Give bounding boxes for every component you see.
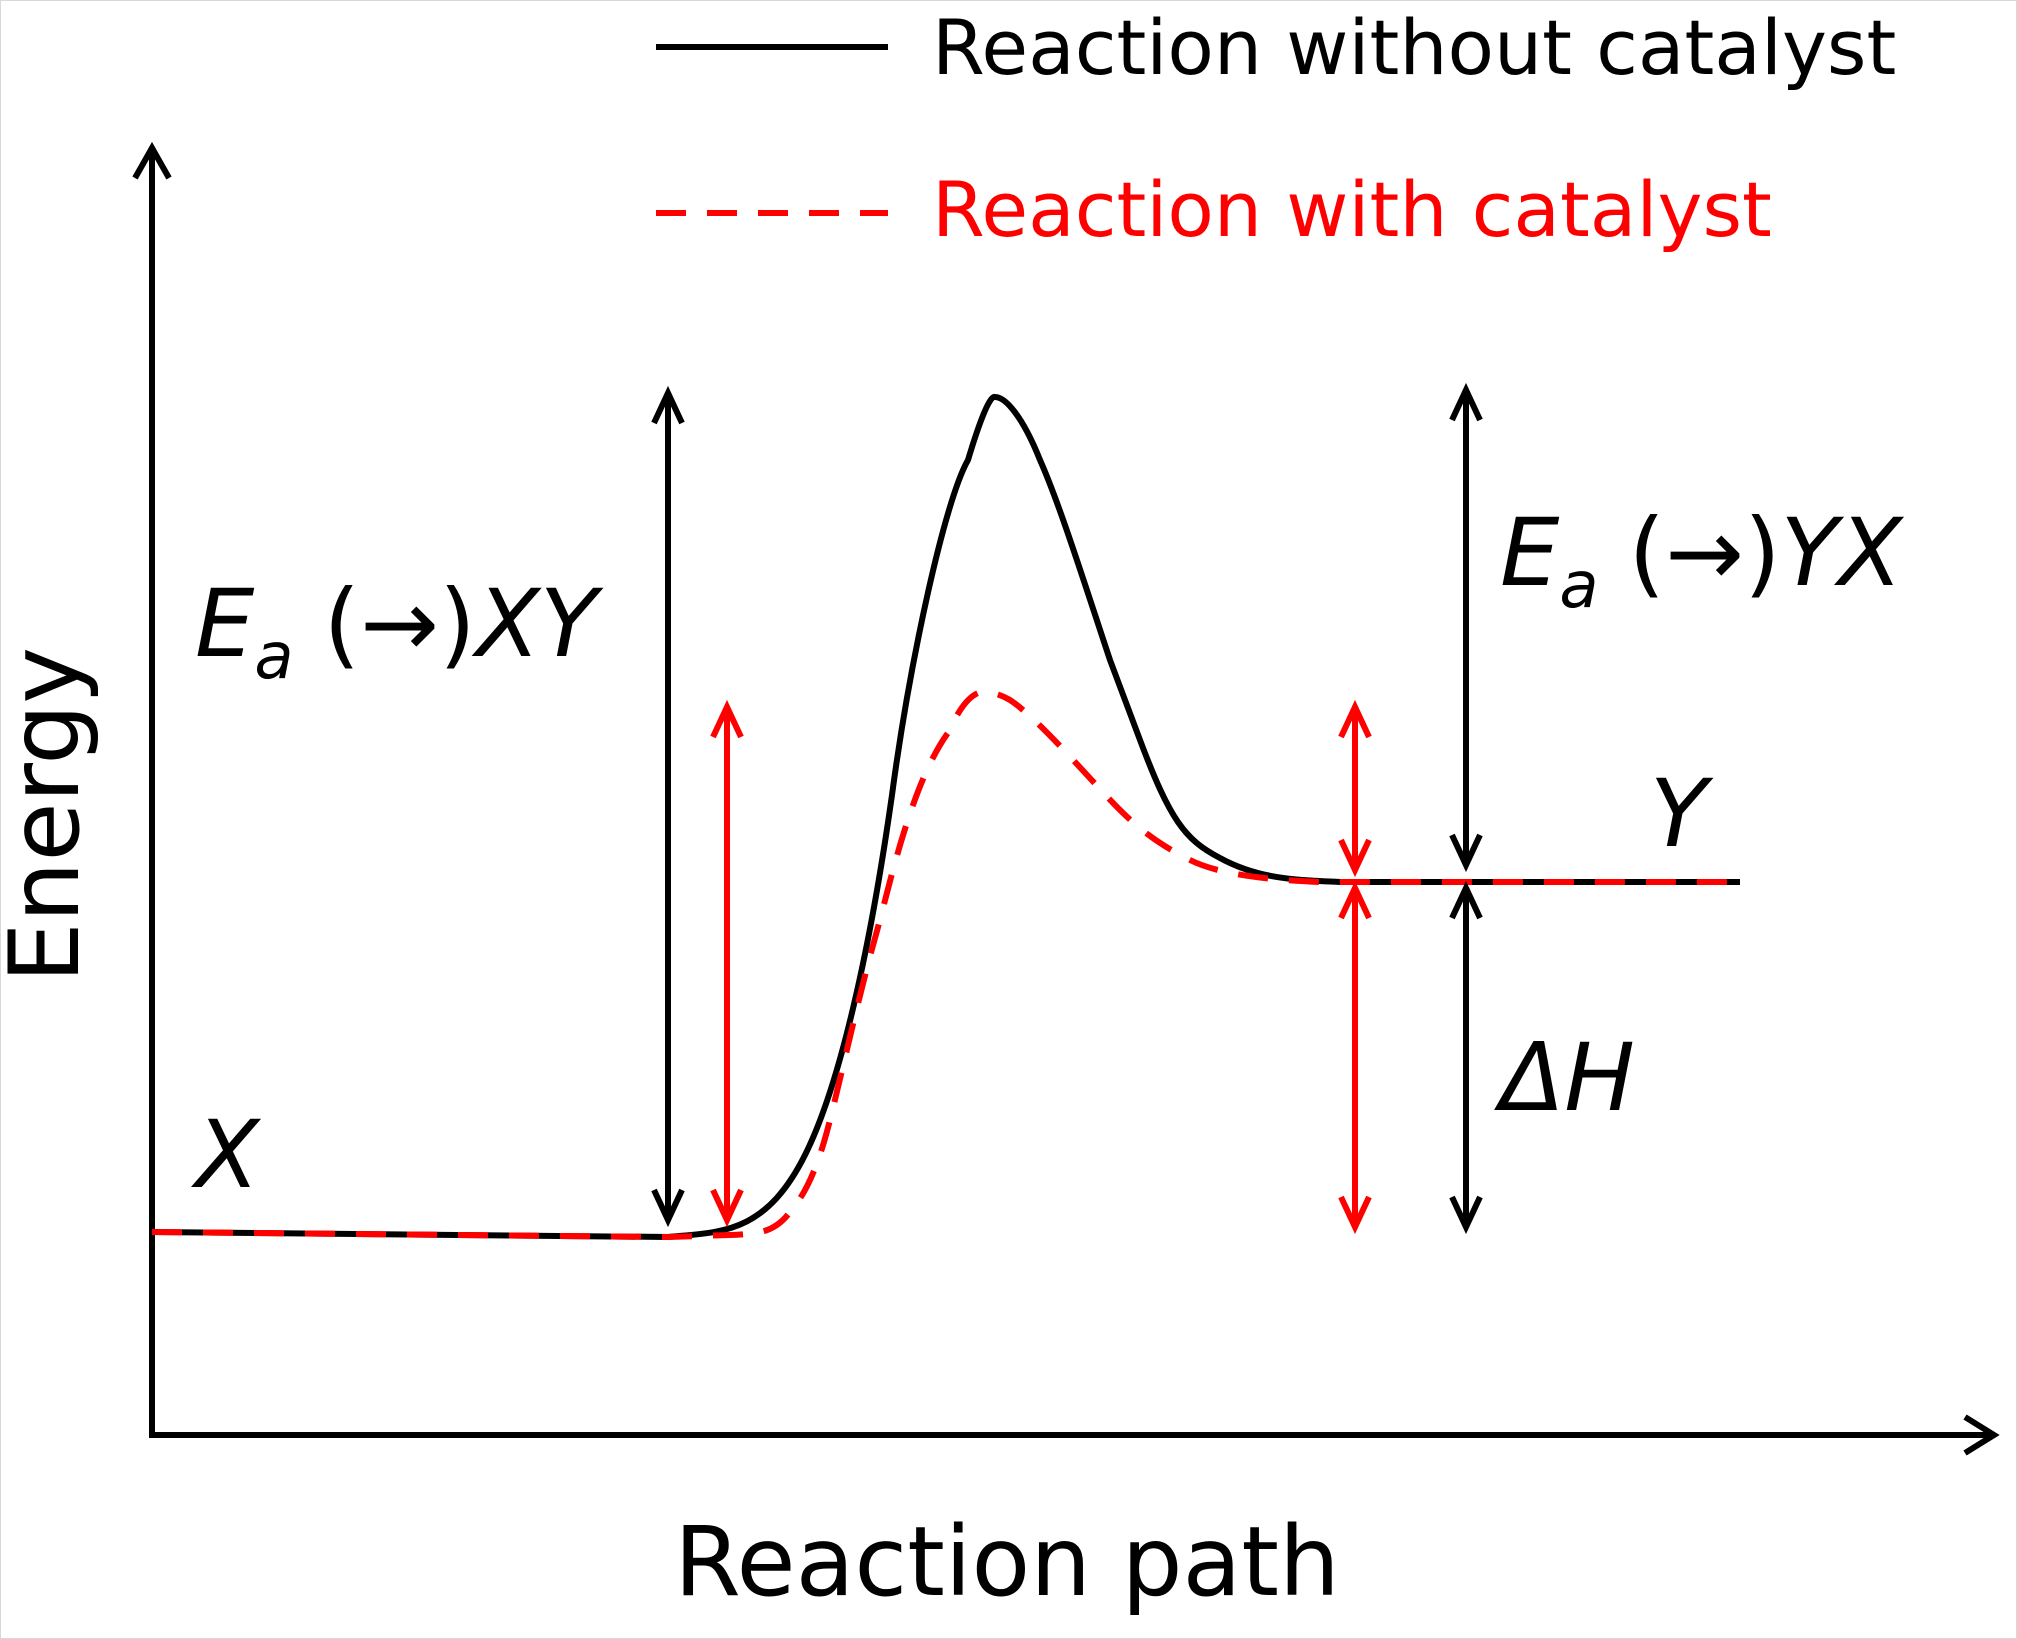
legend: Reaction without catalyst Reaction with … [656,3,1896,254]
catalyzed-curve [151,688,1740,1241]
ea-reverse-label: Ea (→)YX [1500,499,1905,623]
x-axis-label: Reaction path [674,1506,1340,1618]
ea-reverse-base: E [1500,499,1560,608]
energy-arrows [651,382,1483,1235]
ea-reverse-sub: a [1559,549,1598,623]
delta-h-uncatalyzed-arrow [1449,880,1483,1235]
legend-label-uncatalyzed: Reaction without catalyst [932,3,1896,92]
axes [132,141,2000,1456]
ea-forward-catalyzed-arrow [710,699,744,1228]
legend-label-catalyzed: Reaction with catalyst [932,165,1772,254]
ea-forward-base: E [195,570,255,679]
product-label: Y [1650,760,1714,869]
y-axis-label: Energy [0,647,101,983]
delta-h-catalyzed-arrow [1338,880,1372,1235]
energy-curves [151,394,1740,1241]
ea-reverse-species: YX [1781,499,1905,608]
y-axis-arrowhead [132,141,172,180]
ea-reverse-uncatalyzed-arrow [1449,382,1483,873]
ea-forward-arrow: (→) [294,570,476,679]
ea-reverse-arrow: (→) [1599,499,1781,608]
ea-forward-sub: a [254,620,293,694]
ea-forward-species: XY [471,570,604,679]
ea-forward-label: Ea (→)XY [195,570,604,694]
reactant-label: X [190,1101,262,1210]
uncatalyzed-curve [151,394,1740,1241]
delta-h-label: ΔH [1494,1024,1635,1133]
x-axis-arrowhead [1963,1414,2000,1456]
ea-forward-uncatalyzed-arrow [651,385,685,1228]
ea-reverse-catalyzed-arrow [1338,699,1372,878]
